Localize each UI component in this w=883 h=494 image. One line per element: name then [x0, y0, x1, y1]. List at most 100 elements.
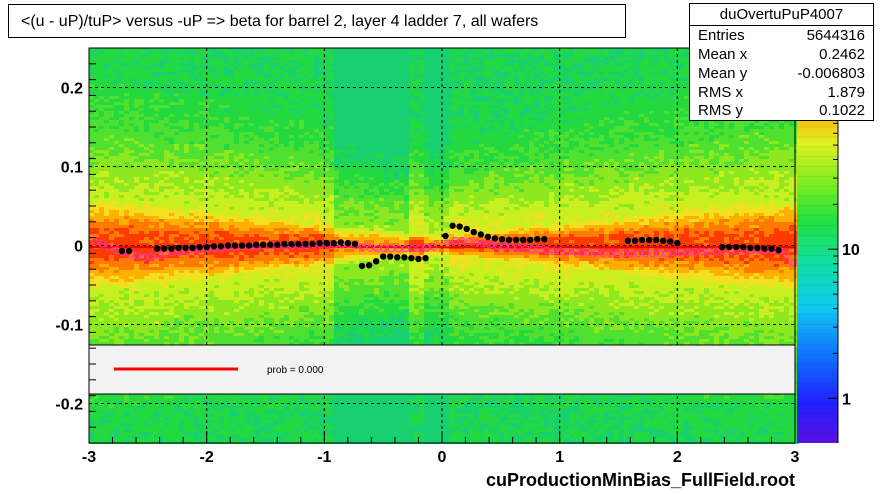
open-marker-point [493, 241, 502, 250]
filled-marker-point [161, 245, 168, 252]
open-marker-point [592, 248, 600, 257]
open-marker-point [627, 249, 636, 258]
filled-marker-point [415, 255, 422, 263]
open-marker-point [634, 249, 643, 258]
filled-marker-point [747, 244, 754, 252]
filled-marker-point [217, 243, 224, 250]
filled-marker-point [358, 262, 366, 270]
legend: prob = 0.000 [88, 344, 796, 395]
open-marker-point [472, 239, 480, 247]
open-marker-point [408, 244, 417, 253]
open-marker-point [712, 247, 720, 255]
stats-row-entries: Entries 5644316 [698, 27, 865, 46]
filled-marker-point [168, 245, 175, 252]
open-marker-point [415, 244, 424, 253]
open-marker-point [521, 244, 530, 253]
x-tick-label: 3 [791, 449, 800, 466]
filled-marker-point [182, 244, 189, 252]
filled-marker-point [484, 233, 492, 241]
stats-value: 0.1022 [819, 102, 865, 119]
open-marker-point [98, 240, 106, 248]
filled-marker-point [442, 232, 449, 240]
filled-marker-point [512, 236, 520, 244]
open-marker-point [373, 244, 381, 253]
stats-row-mean-y: Mean y -0.006803 [698, 65, 865, 84]
open-marker-point [91, 238, 99, 247]
open-marker-point [147, 252, 156, 261]
open-marker-point [507, 243, 516, 251]
filled-marker-point [519, 236, 527, 244]
filled-marker-point [491, 235, 499, 242]
filled-marker-point [175, 244, 182, 252]
filled-marker-point [231, 242, 239, 249]
stats-row-rms-y: RMS y 0.1022 [698, 102, 865, 121]
x-tick-label: -3 [82, 449, 96, 466]
open-marker-point [641, 249, 650, 258]
filled-marker-point [498, 235, 506, 243]
y-tick-label: -0.1 [55, 318, 83, 335]
x-tick-label: -2 [200, 449, 214, 466]
filled-marker-point [330, 239, 337, 247]
open-marker-point [606, 249, 614, 258]
filled-marker-point [768, 245, 775, 252]
stats-value: -0.006803 [797, 65, 865, 82]
y-tick-label: 0.2 [61, 81, 83, 98]
filled-marker-point [125, 247, 133, 255]
filled-marker-point [422, 254, 429, 262]
stats-label: Entries [698, 27, 745, 44]
stats-label: RMS x [698, 84, 743, 101]
filled-marker-point [394, 254, 401, 261]
open-marker-point [528, 245, 537, 254]
open-marker-point [663, 249, 671, 258]
stats-label: Mean x [698, 46, 748, 63]
open-marker-point [691, 248, 699, 256]
title-box: <(u - uP)/tuP> versus -uP => beta for ba… [8, 4, 626, 38]
stats-row-rms-x: RMS x 1.879 [698, 84, 865, 103]
filled-marker-point [302, 240, 309, 248]
filled-marker-point [259, 241, 267, 248]
stats-value: 5644316 [806, 27, 865, 44]
palette-tick-label: 1 [842, 391, 851, 408]
open-marker-point [394, 244, 403, 253]
filled-marker-point [534, 235, 541, 243]
stats-label: Mean y [698, 65, 748, 82]
filled-marker-point [118, 247, 126, 255]
filled-marker-point [203, 243, 210, 251]
open-marker-point [380, 244, 389, 253]
y-tick-label: 0 [74, 239, 83, 256]
filled-marker-point [631, 237, 639, 244]
stats-label: RMS y [698, 102, 743, 119]
filled-marker-point [316, 239, 323, 247]
filled-marker-point [288, 240, 295, 248]
filled-marker-point [718, 243, 726, 251]
open-marker-point [514, 244, 523, 252]
filled-marker-point [725, 243, 733, 251]
open-marker-point [140, 253, 149, 262]
open-marker-point [698, 248, 706, 256]
filled-marker-point [624, 237, 632, 244]
filled-marker-point [674, 239, 681, 247]
open-marker-point [486, 241, 494, 249]
open-marker-point [585, 248, 593, 257]
open-marker-point [613, 249, 622, 258]
filled-marker-point [387, 253, 394, 260]
filled-marker-point [740, 243, 747, 251]
stats-value: 0.2462 [819, 46, 865, 63]
filled-marker-point [463, 225, 470, 233]
filled-marker-point [351, 240, 359, 248]
open-marker-point [550, 247, 558, 255]
open-marker-point [366, 244, 374, 252]
open-marker-point [105, 244, 113, 252]
filled-marker-point [505, 236, 513, 244]
filled-marker-point [210, 243, 217, 250]
palette-tick-label: 10 [842, 242, 860, 259]
open-marker-point [465, 237, 473, 246]
filled-marker-point [154, 245, 161, 252]
open-marker-point [423, 244, 431, 252]
footer-filename: cuProductionMinBias_FullField.root [486, 470, 796, 490]
open-marker-point [430, 243, 438, 251]
filled-marker-point [775, 247, 782, 254]
open-marker-point [444, 239, 452, 247]
open-marker-point [677, 248, 685, 257]
filled-marker-point [449, 222, 456, 229]
